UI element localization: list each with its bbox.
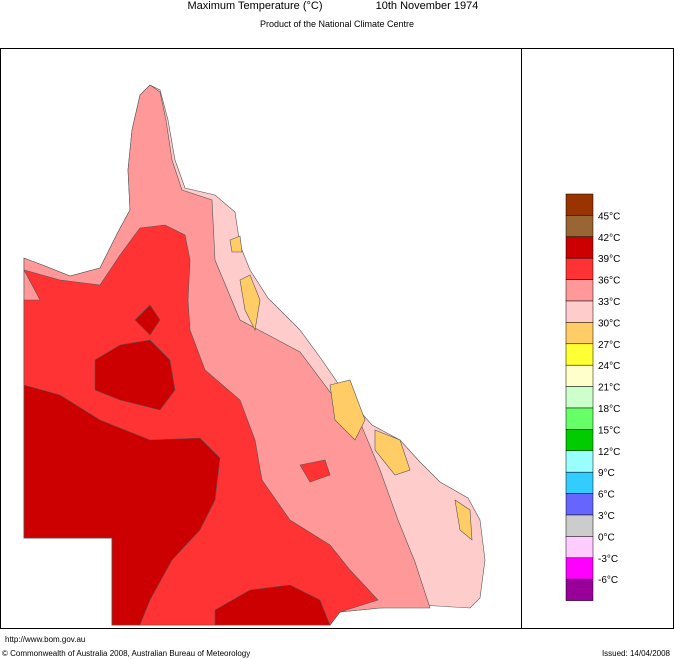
region-39-sw bbox=[23, 384, 221, 626]
legend-swatch bbox=[565, 193, 594, 216]
legend-label: 45°C bbox=[598, 211, 620, 222]
legend-swatch bbox=[565, 493, 594, 516]
legend-swatch bbox=[565, 300, 594, 323]
legend-label: 0°C bbox=[598, 532, 615, 543]
legend-label: 3°C bbox=[598, 511, 615, 522]
legend-label: 12°C bbox=[598, 447, 620, 458]
legend-label: 9°C bbox=[598, 468, 615, 479]
legend-label: 39°C bbox=[598, 254, 620, 265]
legend-label: 21°C bbox=[598, 383, 620, 394]
legend-swatch bbox=[565, 343, 594, 366]
title: Maximum Temperature (°C) bbox=[187, 0, 322, 12]
issued: Issued: 14/04/2008 bbox=[602, 649, 671, 658]
date: 10th November 1974 bbox=[376, 0, 479, 12]
legend-label: 30°C bbox=[598, 318, 620, 329]
copyright: © Commonwealth of Australia 2008, Austra… bbox=[2, 649, 250, 658]
region-30-a bbox=[329, 379, 366, 441]
region-30-e bbox=[229, 235, 243, 253]
legend-swatch bbox=[565, 450, 594, 473]
legend-swatch bbox=[565, 215, 594, 238]
legend-label: 33°C bbox=[598, 297, 620, 308]
legend-label: 42°C bbox=[598, 233, 620, 244]
legend-swatch bbox=[565, 429, 594, 452]
legend-swatch bbox=[565, 279, 594, 302]
legend-label: 27°C bbox=[598, 340, 620, 351]
region-30-d bbox=[454, 499, 473, 541]
legend-swatch bbox=[565, 471, 594, 494]
legend: 45°C 42°C 39°C 36°C 33°C 30°C 27°C 24°C 21°C 18°C… bbox=[565, 193, 620, 601]
legend-label: 36°C bbox=[598, 276, 620, 287]
legend-swatch bbox=[565, 322, 594, 345]
legend-swatch bbox=[565, 536, 594, 559]
region-30-b bbox=[374, 429, 411, 476]
map bbox=[23, 84, 486, 626]
legend-swatch bbox=[565, 557, 594, 580]
region-39-n bbox=[134, 304, 161, 336]
legend-swatch bbox=[565, 236, 594, 259]
legend-label: -3°C bbox=[598, 554, 618, 565]
legend-label: 18°C bbox=[598, 404, 620, 415]
subtitle: Product of the National Climate Centre bbox=[260, 19, 414, 29]
legend-swatch bbox=[565, 386, 594, 409]
region-39-c bbox=[94, 339, 176, 411]
legend-swatch bbox=[565, 364, 594, 387]
legend-swatch bbox=[565, 257, 594, 280]
legend-label: 24°C bbox=[598, 361, 620, 372]
region-36-e bbox=[299, 459, 331, 483]
legend-label: -6°C bbox=[598, 575, 618, 586]
region-30-c bbox=[239, 274, 261, 331]
legend-swatch bbox=[565, 407, 594, 430]
legend-swatch bbox=[565, 578, 594, 601]
legend-swatch bbox=[565, 514, 594, 537]
url: http://www.bom.gov.au bbox=[5, 635, 85, 644]
region-39-s bbox=[214, 584, 331, 626]
legend-label: 6°C bbox=[598, 490, 615, 501]
legend-label: 15°C bbox=[598, 425, 620, 436]
